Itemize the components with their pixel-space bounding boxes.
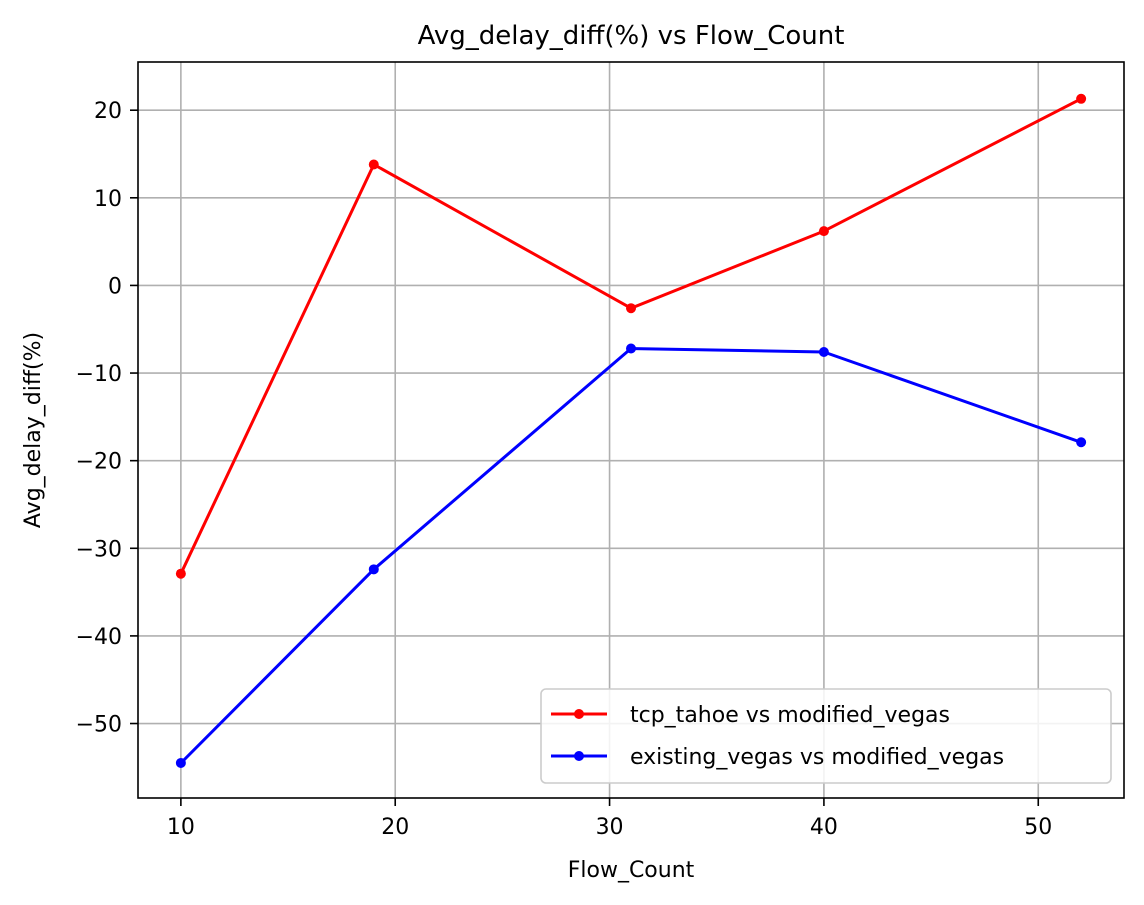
series-layer xyxy=(175,93,1087,768)
y-tick-label: −10 xyxy=(76,362,122,387)
x-tick-label: 20 xyxy=(381,815,409,840)
chart-title: Avg_delay_diff(%) vs Flow_Count xyxy=(418,21,845,51)
plot-frame xyxy=(137,61,1125,799)
data-point xyxy=(175,757,186,768)
data-point xyxy=(1076,437,1087,448)
legend-label: tcp_tahoe vs modified_vegas xyxy=(630,703,950,728)
y-axis-label: Avg_delay_diff(%) xyxy=(21,332,46,528)
grid-layer xyxy=(138,62,1124,798)
x-tick-label: 10 xyxy=(167,815,195,840)
data-point xyxy=(368,159,379,170)
x-tick-label: 30 xyxy=(596,815,624,840)
y-tick-label: −50 xyxy=(76,713,122,738)
y-tick-label: 20 xyxy=(94,99,122,124)
x-axis-label: Flow_Count xyxy=(568,858,695,883)
data-point xyxy=(368,564,379,575)
data-point xyxy=(626,303,636,314)
legend-box xyxy=(540,688,1112,784)
series-line xyxy=(179,97,1082,575)
series-1 xyxy=(175,93,1087,579)
data-point xyxy=(818,226,829,237)
legend: tcp_tahoe vs modified_vegas existing_vega… xyxy=(540,688,1112,784)
y-tick-label: 10 xyxy=(94,187,122,212)
data-point xyxy=(1076,93,1087,104)
legend-swatch-marker xyxy=(574,709,584,719)
x-tick-label: 50 xyxy=(1024,815,1052,840)
legend-swatch-marker xyxy=(574,751,584,761)
series-2 xyxy=(175,343,1087,768)
data-point xyxy=(818,347,829,358)
y-tick-label: −20 xyxy=(76,450,122,475)
x-tick-label: 40 xyxy=(810,815,838,840)
data-point xyxy=(626,343,636,354)
y-tick-label: −30 xyxy=(76,537,122,562)
y-tick-label: 0 xyxy=(108,274,122,299)
y-tick-label: −40 xyxy=(76,625,122,650)
legend-label: existing_vegas vs modified_vegas xyxy=(630,745,1004,770)
tick-layer: 10 20 30 40 50 −50 −40 −30 −20 −10 0 10 20 xyxy=(76,99,1053,840)
data-point xyxy=(175,568,186,579)
